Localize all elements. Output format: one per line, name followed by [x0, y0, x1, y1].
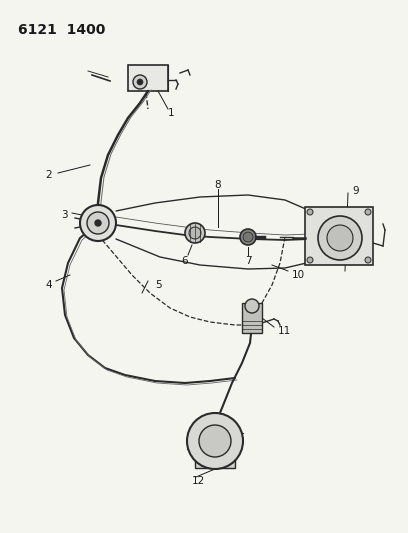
Circle shape	[327, 225, 353, 251]
Text: 5: 5	[155, 280, 162, 290]
Circle shape	[187, 413, 243, 469]
Circle shape	[243, 232, 253, 242]
Text: 7: 7	[245, 256, 251, 266]
Circle shape	[365, 209, 371, 215]
Text: 6: 6	[182, 256, 188, 266]
Circle shape	[307, 209, 313, 215]
Circle shape	[133, 75, 147, 89]
Text: 10: 10	[292, 270, 305, 280]
Circle shape	[189, 227, 201, 239]
Circle shape	[307, 257, 313, 263]
Circle shape	[95, 220, 101, 226]
Circle shape	[365, 257, 371, 263]
Text: 1: 1	[168, 108, 175, 118]
Text: 12: 12	[192, 476, 205, 486]
Circle shape	[318, 216, 362, 260]
Circle shape	[240, 229, 256, 245]
Bar	[242, 303, 262, 333]
Bar	[195, 448, 235, 468]
Text: 2: 2	[45, 170, 52, 180]
Circle shape	[87, 212, 109, 234]
Circle shape	[80, 205, 116, 241]
Text: 3: 3	[61, 210, 68, 220]
Text: 9: 9	[352, 186, 359, 196]
Text: 8: 8	[215, 180, 221, 190]
Text: 6121  1400: 6121 1400	[18, 23, 105, 37]
Circle shape	[199, 425, 231, 457]
Circle shape	[137, 79, 143, 85]
Bar	[128, 65, 168, 91]
Circle shape	[185, 223, 205, 243]
Circle shape	[245, 299, 259, 313]
Bar	[305, 207, 373, 265]
Text: 11: 11	[278, 326, 291, 336]
Text: 4: 4	[45, 280, 52, 290]
